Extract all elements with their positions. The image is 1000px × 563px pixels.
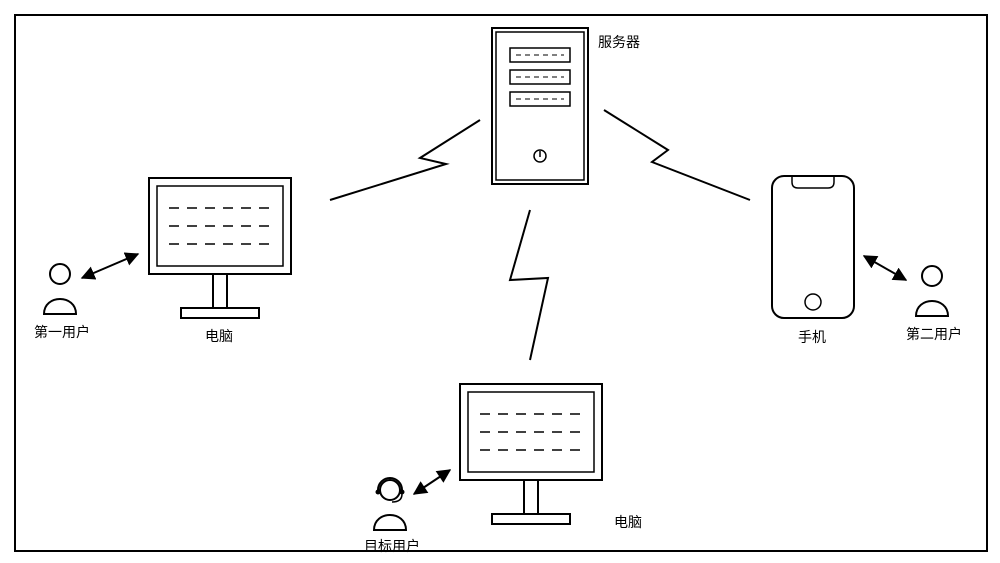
- edge-user2-phone: [864, 256, 906, 280]
- edge-server-pcbottom: [510, 210, 548, 360]
- edges-layer: [0, 0, 1000, 563]
- edge-user1-pcleft: [82, 254, 138, 278]
- edge-server-pcleft: [330, 120, 480, 200]
- edge-server-phone: [604, 110, 750, 200]
- edge-usert-pcbottom: [414, 470, 450, 494]
